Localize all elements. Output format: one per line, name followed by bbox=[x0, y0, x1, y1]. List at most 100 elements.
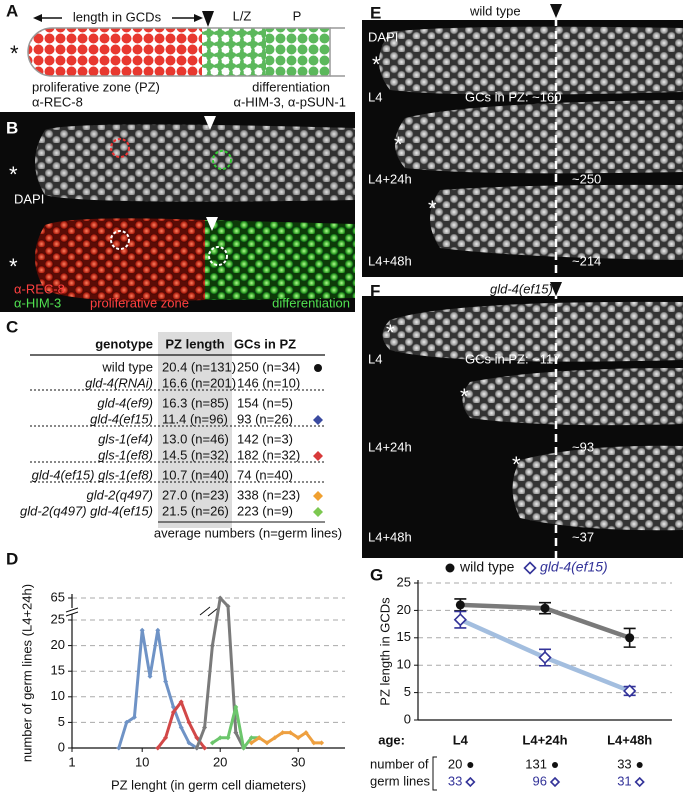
stage-label: L4+24h bbox=[368, 171, 412, 186]
table-cell: 74 (n=40) bbox=[237, 467, 293, 482]
data-point bbox=[287, 730, 293, 736]
stage-label: L4 bbox=[368, 351, 382, 366]
data-point bbox=[147, 673, 153, 679]
table-marker bbox=[313, 491, 323, 501]
data-point bbox=[116, 745, 122, 751]
stage-label: L4 bbox=[368, 89, 382, 104]
table-cell: gls-1(ef8) bbox=[98, 447, 153, 462]
series-break bbox=[199, 606, 219, 617]
axis-break bbox=[65, 607, 79, 617]
y-axis-label: PZ length in GCDs bbox=[377, 597, 392, 706]
length-label: length in GCDs bbox=[73, 9, 162, 24]
n-count: 33 bbox=[448, 773, 462, 788]
asterisk: * bbox=[10, 41, 19, 66]
n-count: 31 bbox=[617, 773, 631, 788]
y-tick-label: 15 bbox=[397, 629, 411, 644]
data-point bbox=[209, 740, 215, 746]
y-tick-label: 10 bbox=[397, 657, 411, 672]
table-cell: 93 (n=26) bbox=[237, 411, 293, 426]
data-point bbox=[163, 678, 169, 684]
n-marker bbox=[636, 762, 643, 768]
data-point bbox=[540, 603, 550, 613]
data-point bbox=[623, 684, 637, 698]
count-label: ~250 bbox=[572, 171, 601, 186]
count-label: ~37 bbox=[572, 529, 594, 544]
table-marker bbox=[313, 451, 323, 461]
panel-label: A bbox=[6, 1, 18, 20]
legend-label: wild type bbox=[459, 559, 515, 575]
count-label: GCs in PZ: ~160 bbox=[465, 89, 561, 104]
table-footer: average numbers (n=germ lines) bbox=[154, 525, 342, 540]
x-axis-label: PZ lenght (in germ cell diameters) bbox=[111, 777, 306, 792]
asterisk: * bbox=[9, 162, 18, 187]
data-point bbox=[248, 735, 254, 741]
table-cell: 223 (n=9) bbox=[237, 503, 293, 518]
data-point bbox=[209, 643, 215, 649]
panel-c: C genotype PZ length GCs in PZ wild type 20.… bbox=[6, 317, 342, 540]
data-point bbox=[272, 735, 278, 741]
panel-label: G bbox=[370, 565, 383, 584]
data-point bbox=[233, 730, 239, 736]
data-point bbox=[131, 714, 137, 720]
data-point bbox=[311, 740, 317, 746]
panel-label: F bbox=[370, 281, 380, 300]
p-label: P bbox=[293, 8, 302, 23]
pz-label: proliferative zone (PZ) bbox=[32, 79, 160, 94]
table-header: GCs in PZ bbox=[234, 336, 296, 351]
table-marker bbox=[313, 507, 323, 517]
table-cell: 16.3 (n=85) bbox=[162, 395, 229, 410]
table-header: genotype bbox=[95, 336, 153, 351]
data-point bbox=[453, 613, 467, 627]
data-point bbox=[319, 740, 325, 746]
data-point bbox=[139, 627, 145, 633]
data-point bbox=[194, 745, 200, 751]
data-point bbox=[217, 595, 223, 601]
table-cell: gls-1(ef4) bbox=[98, 431, 153, 446]
asterisk: * bbox=[512, 452, 521, 477]
n-count: 131 bbox=[525, 756, 547, 771]
table-cell: 13.0 (n=46) bbox=[162, 431, 229, 446]
panel-a: A length in GCDs L/Z P * proliferative z… bbox=[6, 1, 346, 109]
y-tick-label: 20 bbox=[51, 637, 65, 652]
table-cell: 10.7 (n=40) bbox=[162, 467, 229, 482]
data-point bbox=[194, 735, 200, 741]
table-marker bbox=[314, 364, 322, 372]
data-point bbox=[295, 735, 301, 741]
data-point bbox=[186, 719, 192, 725]
n-count: 96 bbox=[533, 773, 547, 788]
data-point bbox=[225, 735, 231, 741]
y-tick-label: 20 bbox=[397, 602, 411, 617]
pz-marker: α-REC-8 bbox=[32, 94, 83, 109]
asterisk: * bbox=[9, 254, 18, 279]
table-header: PZ length bbox=[165, 336, 224, 351]
y-tick-label: 25 bbox=[51, 611, 65, 626]
table-cell: 21.5 (n=26) bbox=[162, 503, 229, 518]
stain-label: DAPI bbox=[368, 29, 398, 44]
x-tick-label: L4 bbox=[453, 732, 469, 747]
panel-label: B bbox=[6, 118, 18, 137]
data-point bbox=[186, 740, 192, 746]
data-point bbox=[178, 725, 184, 731]
data-point bbox=[170, 709, 176, 715]
panel-label: D bbox=[6, 549, 18, 568]
data-point bbox=[256, 735, 262, 741]
count-label: ~214 bbox=[572, 253, 601, 268]
data-point bbox=[178, 699, 184, 705]
table-cell: 182 (n=32) bbox=[237, 447, 300, 462]
table-marker bbox=[313, 415, 323, 425]
n-marker bbox=[467, 762, 474, 768]
data-point bbox=[241, 745, 247, 751]
table-cell: 250 (n=34) bbox=[237, 359, 300, 374]
data-point bbox=[163, 735, 169, 741]
diff-label: differentiation bbox=[252, 79, 330, 94]
panel-label: C bbox=[6, 317, 18, 336]
x-tick-label: 10 bbox=[135, 754, 149, 769]
n-marker bbox=[634, 776, 645, 788]
n-marker bbox=[552, 762, 558, 768]
data-point bbox=[264, 740, 270, 746]
panel-g: G 0 5 10 15 20 25 PZ length in GCDs age: L4 L4+24… bbox=[370, 559, 672, 791]
table-cell: 27.0 (n=23) bbox=[162, 487, 229, 502]
n-marker bbox=[465, 776, 476, 788]
panel-title: gld-4(ef15) bbox=[490, 281, 553, 296]
data-point bbox=[303, 730, 309, 736]
